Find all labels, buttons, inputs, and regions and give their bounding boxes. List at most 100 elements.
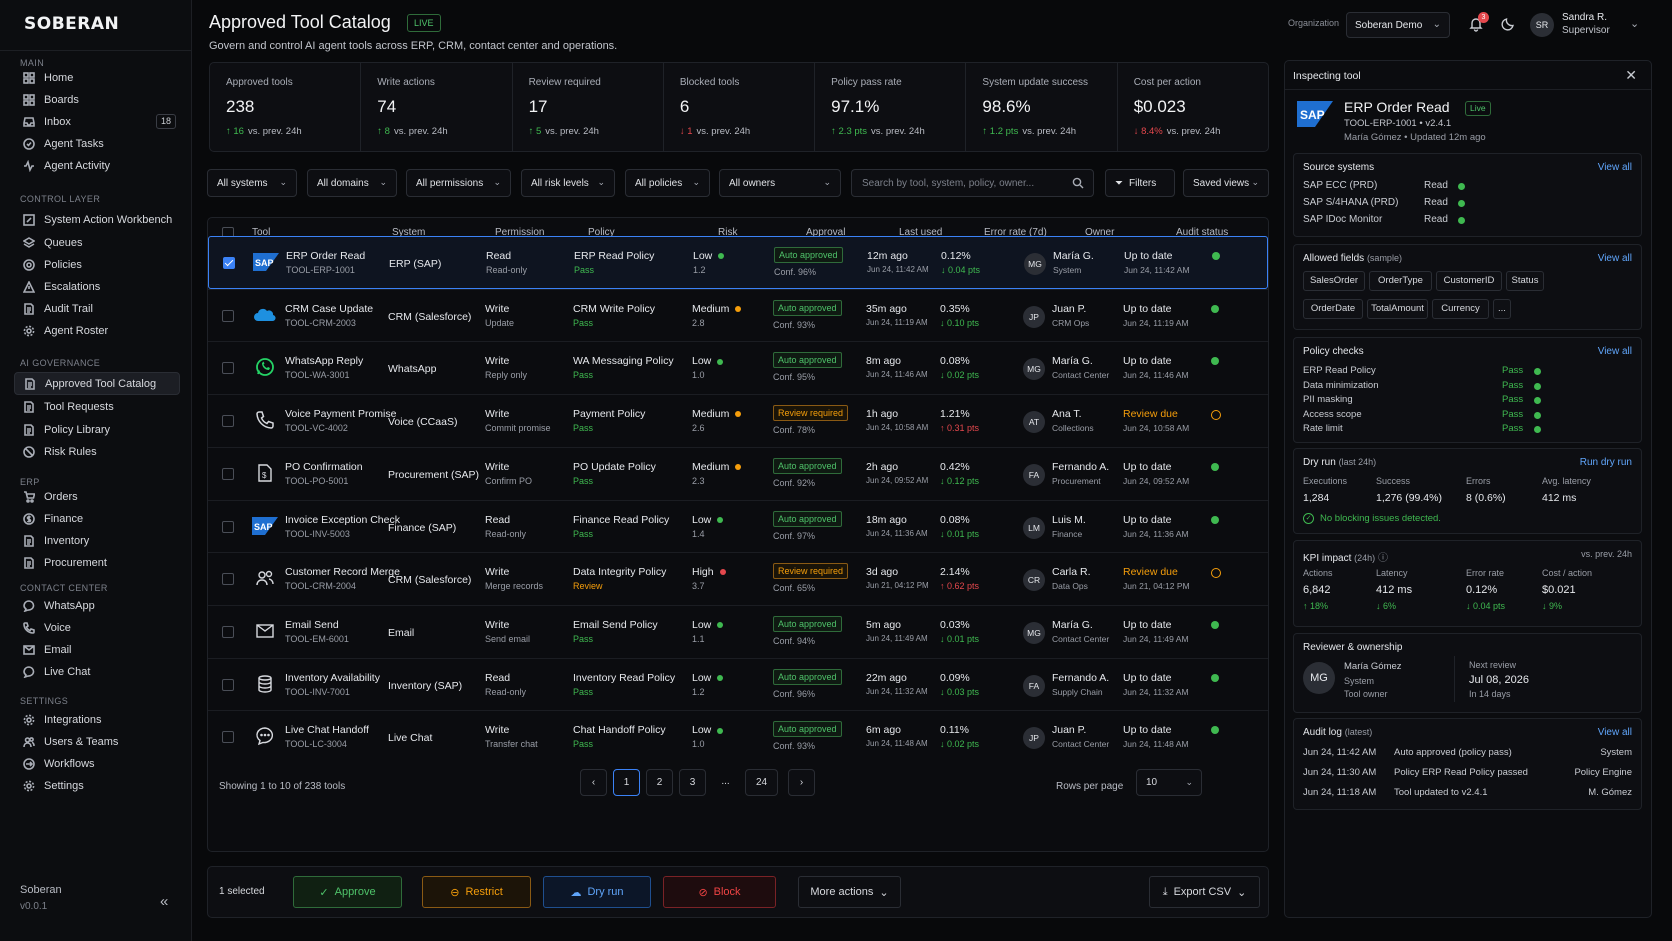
sidebar-item-inbox[interactable]: Inbox 18	[14, 110, 180, 133]
tool-name[interactable]: WhatsApp Reply	[285, 355, 364, 368]
search-input[interactable]	[862, 177, 1062, 189]
more-actions-button[interactable]: More actions ⌄	[798, 876, 901, 908]
page-button[interactable]: 24	[745, 769, 778, 796]
app-logo[interactable]: SOBERAN	[24, 14, 120, 34]
filter-policies[interactable]: All policies ⌄	[625, 169, 710, 197]
col-error-rate[interactable]: Error rate (7d)	[984, 227, 1047, 238]
table-row[interactable]: CRM Case Update TOOL-CRM-2003 CRM (Salesfo…	[208, 288, 1268, 342]
sidebar-item-boards[interactable]: Boards	[14, 88, 180, 111]
table-row[interactable]: SAP ERP Order Read TOOL-ERP-1001 ERP (SAP) R…	[208, 236, 1268, 289]
table-row[interactable]: Inventory Availability TOOL-INV-7001 Inven…	[208, 657, 1268, 711]
sidebar-item-voice[interactable]: Voice	[14, 616, 180, 639]
policy-checks-view-all[interactable]: View all	[1597, 346, 1632, 357]
col-policy[interactable]: Policy	[588, 227, 615, 238]
sidebar-item-email[interactable]: Email	[14, 638, 180, 661]
row-checkbox[interactable]	[222, 573, 234, 586]
table-row[interactable]: SAP Invoice Exception Check TOOL-INV-5003 F…	[208, 499, 1268, 553]
col-last-used[interactable]: Last used	[899, 227, 943, 238]
table-row[interactable]: Live Chat Handoff TOOL-LC-3004 Live Chat Wr…	[208, 710, 1268, 763]
sidebar-item-live-chat[interactable]: Live Chat	[14, 660, 180, 683]
sidebar-item-whatsapp[interactable]: WhatsApp	[14, 594, 180, 617]
next-page-button[interactable]: ›	[788, 769, 815, 796]
filters-button[interactable]: ⏷ Filters	[1105, 169, 1175, 197]
user-avatar[interactable]: SR	[1530, 13, 1554, 37]
prev-page-button[interactable]: ‹	[580, 769, 607, 796]
tool-name[interactable]: Voice Payment Promise	[285, 408, 397, 421]
sidebar-item-agent-tasks[interactable]: Agent Tasks	[14, 132, 180, 155]
col-system[interactable]: System	[392, 227, 426, 238]
sidebar-item-orders[interactable]: Orders	[14, 485, 180, 508]
rows-per-page-select[interactable]: 10 ⌄	[1136, 769, 1202, 796]
row-checkbox[interactable]	[222, 520, 234, 533]
close-icon[interactable]: ✕	[1625, 67, 1637, 83]
approve-button[interactable]: ✓ Approve	[293, 876, 402, 908]
page-button[interactable]: 1	[613, 769, 640, 796]
tool-name[interactable]: CRM Case Update	[285, 302, 374, 315]
row-checkbox[interactable]	[223, 257, 235, 269]
tool-name[interactable]: Customer Record Merge	[285, 566, 400, 579]
sidebar-item-inventory[interactable]: Inventory	[14, 529, 180, 552]
sidebar-item-approved-tool-catalog[interactable]: Approved Tool Catalog	[14, 372, 180, 395]
row-checkbox[interactable]	[222, 362, 234, 375]
tool-name[interactable]: Invoice Exception Check	[285, 513, 400, 526]
moon-icon[interactable]	[1500, 16, 1516, 32]
sidebar-item-home[interactable]: Home	[14, 66, 180, 89]
table-row[interactable]: Customer Record Merge TOOL-CRM-2004 CRM (S…	[208, 552, 1268, 605]
sidebar-item-escalations[interactable]: Escalations	[14, 275, 180, 298]
collapse-sidebar-icon[interactable]: «	[160, 893, 169, 910]
page-button[interactable]: 2	[646, 769, 673, 796]
table-row[interactable]: Email Send TOOL-EM-6001 Email Write Send ema…	[208, 604, 1268, 658]
sidebar-item-agent-activity[interactable]: Agent Activity	[14, 154, 180, 177]
sidebar-item-queues[interactable]: Queues	[14, 231, 180, 254]
filter-systems[interactable]: All systems ⌄	[207, 169, 297, 197]
block-button[interactable]: ⊘ Block	[663, 876, 776, 908]
tool-name[interactable]: Inventory Availability	[285, 671, 380, 684]
tool-name[interactable]: Live Chat Handoff	[285, 724, 369, 737]
filter-risk[interactable]: All risk levels ⌄	[521, 169, 615, 197]
row-checkbox[interactable]	[222, 678, 234, 691]
table-row[interactable]: $ PO Confirmation TOOL-PO-5001 Procurement …	[208, 446, 1268, 500]
row-checkbox[interactable]	[222, 625, 234, 638]
tool-name[interactable]: PO Confirmation	[285, 460, 363, 473]
search-icon[interactable]	[1072, 177, 1084, 189]
table-row[interactable]: WhatsApp Reply TOOL-WA-3001 WhatsApp Write R…	[208, 341, 1268, 394]
sidebar-item-audit-trail[interactable]: Audit Trail	[14, 297, 180, 320]
sidebar-item-tool-requests[interactable]: Tool Requests	[14, 395, 180, 418]
col-permission[interactable]: Permission	[495, 227, 545, 238]
filter-domains[interactable]: All domains ⌄	[307, 169, 397, 197]
tool-name[interactable]: ERP Order Read	[286, 250, 366, 262]
sidebar-item-policies[interactable]: Policies	[14, 253, 180, 276]
saved-views-button[interactable]: Saved views ⌄	[1183, 169, 1269, 197]
col-audit-status[interactable]: Audit status	[1176, 227, 1229, 238]
row-checkbox[interactable]	[222, 309, 234, 322]
run-dry-run-link[interactable]: Run dry run	[1579, 457, 1632, 468]
filter-owners[interactable]: All owners ⌄	[719, 169, 841, 197]
sidebar-item-risk-rules[interactable]: Risk Rules	[14, 440, 180, 463]
export-csv-button[interactable]: ⤓ Export CSV ⌄	[1149, 876, 1260, 908]
org-select[interactable]: Soberan Demo ⌄	[1346, 12, 1450, 38]
audit-log-view-all[interactable]: View all	[1597, 727, 1632, 738]
col-risk[interactable]: Risk	[718, 227, 738, 238]
row-checkbox[interactable]	[222, 415, 234, 428]
dry-run-button[interactable]: ☁ Dry run	[543, 876, 651, 908]
allowed-fields-view-all[interactable]: View all	[1597, 253, 1632, 264]
sidebar-item-settings[interactable]: Settings	[14, 774, 180, 797]
sidebar-item-finance[interactable]: Finance	[14, 507, 180, 530]
row-checkbox[interactable]	[222, 467, 234, 480]
sidebar-item-procurement[interactable]: Procurement	[14, 551, 180, 574]
col-owner[interactable]: Owner	[1085, 227, 1115, 238]
user-menu-chevron-icon[interactable]: ⌄	[1630, 18, 1640, 30]
page-button[interactable]: 3	[679, 769, 706, 796]
table-row[interactable]: Voice Payment Promise TOOL-VC-4002 Voice (…	[208, 394, 1268, 447]
row-checkbox[interactable]	[222, 731, 234, 744]
sidebar-item-agent-roster[interactable]: Agent Roster	[14, 319, 180, 342]
col-tool[interactable]: Tool	[252, 227, 271, 238]
sidebar-item-users-teams[interactable]: Users & Teams	[14, 730, 180, 753]
filter-permissions[interactable]: All permissions ⌄	[406, 169, 511, 197]
sidebar-item-policy-library[interactable]: Policy Library	[14, 418, 180, 441]
sidebar-item-integrations[interactable]: Integrations	[14, 708, 180, 731]
sidebar-item-workflows[interactable]: Workflows	[14, 752, 180, 775]
restrict-button[interactable]: ⊖ Restrict	[422, 876, 531, 908]
col-approval[interactable]: Approval	[806, 227, 846, 238]
sidebar-item-system-action-workbench[interactable]: System Action Workbench	[14, 208, 180, 231]
